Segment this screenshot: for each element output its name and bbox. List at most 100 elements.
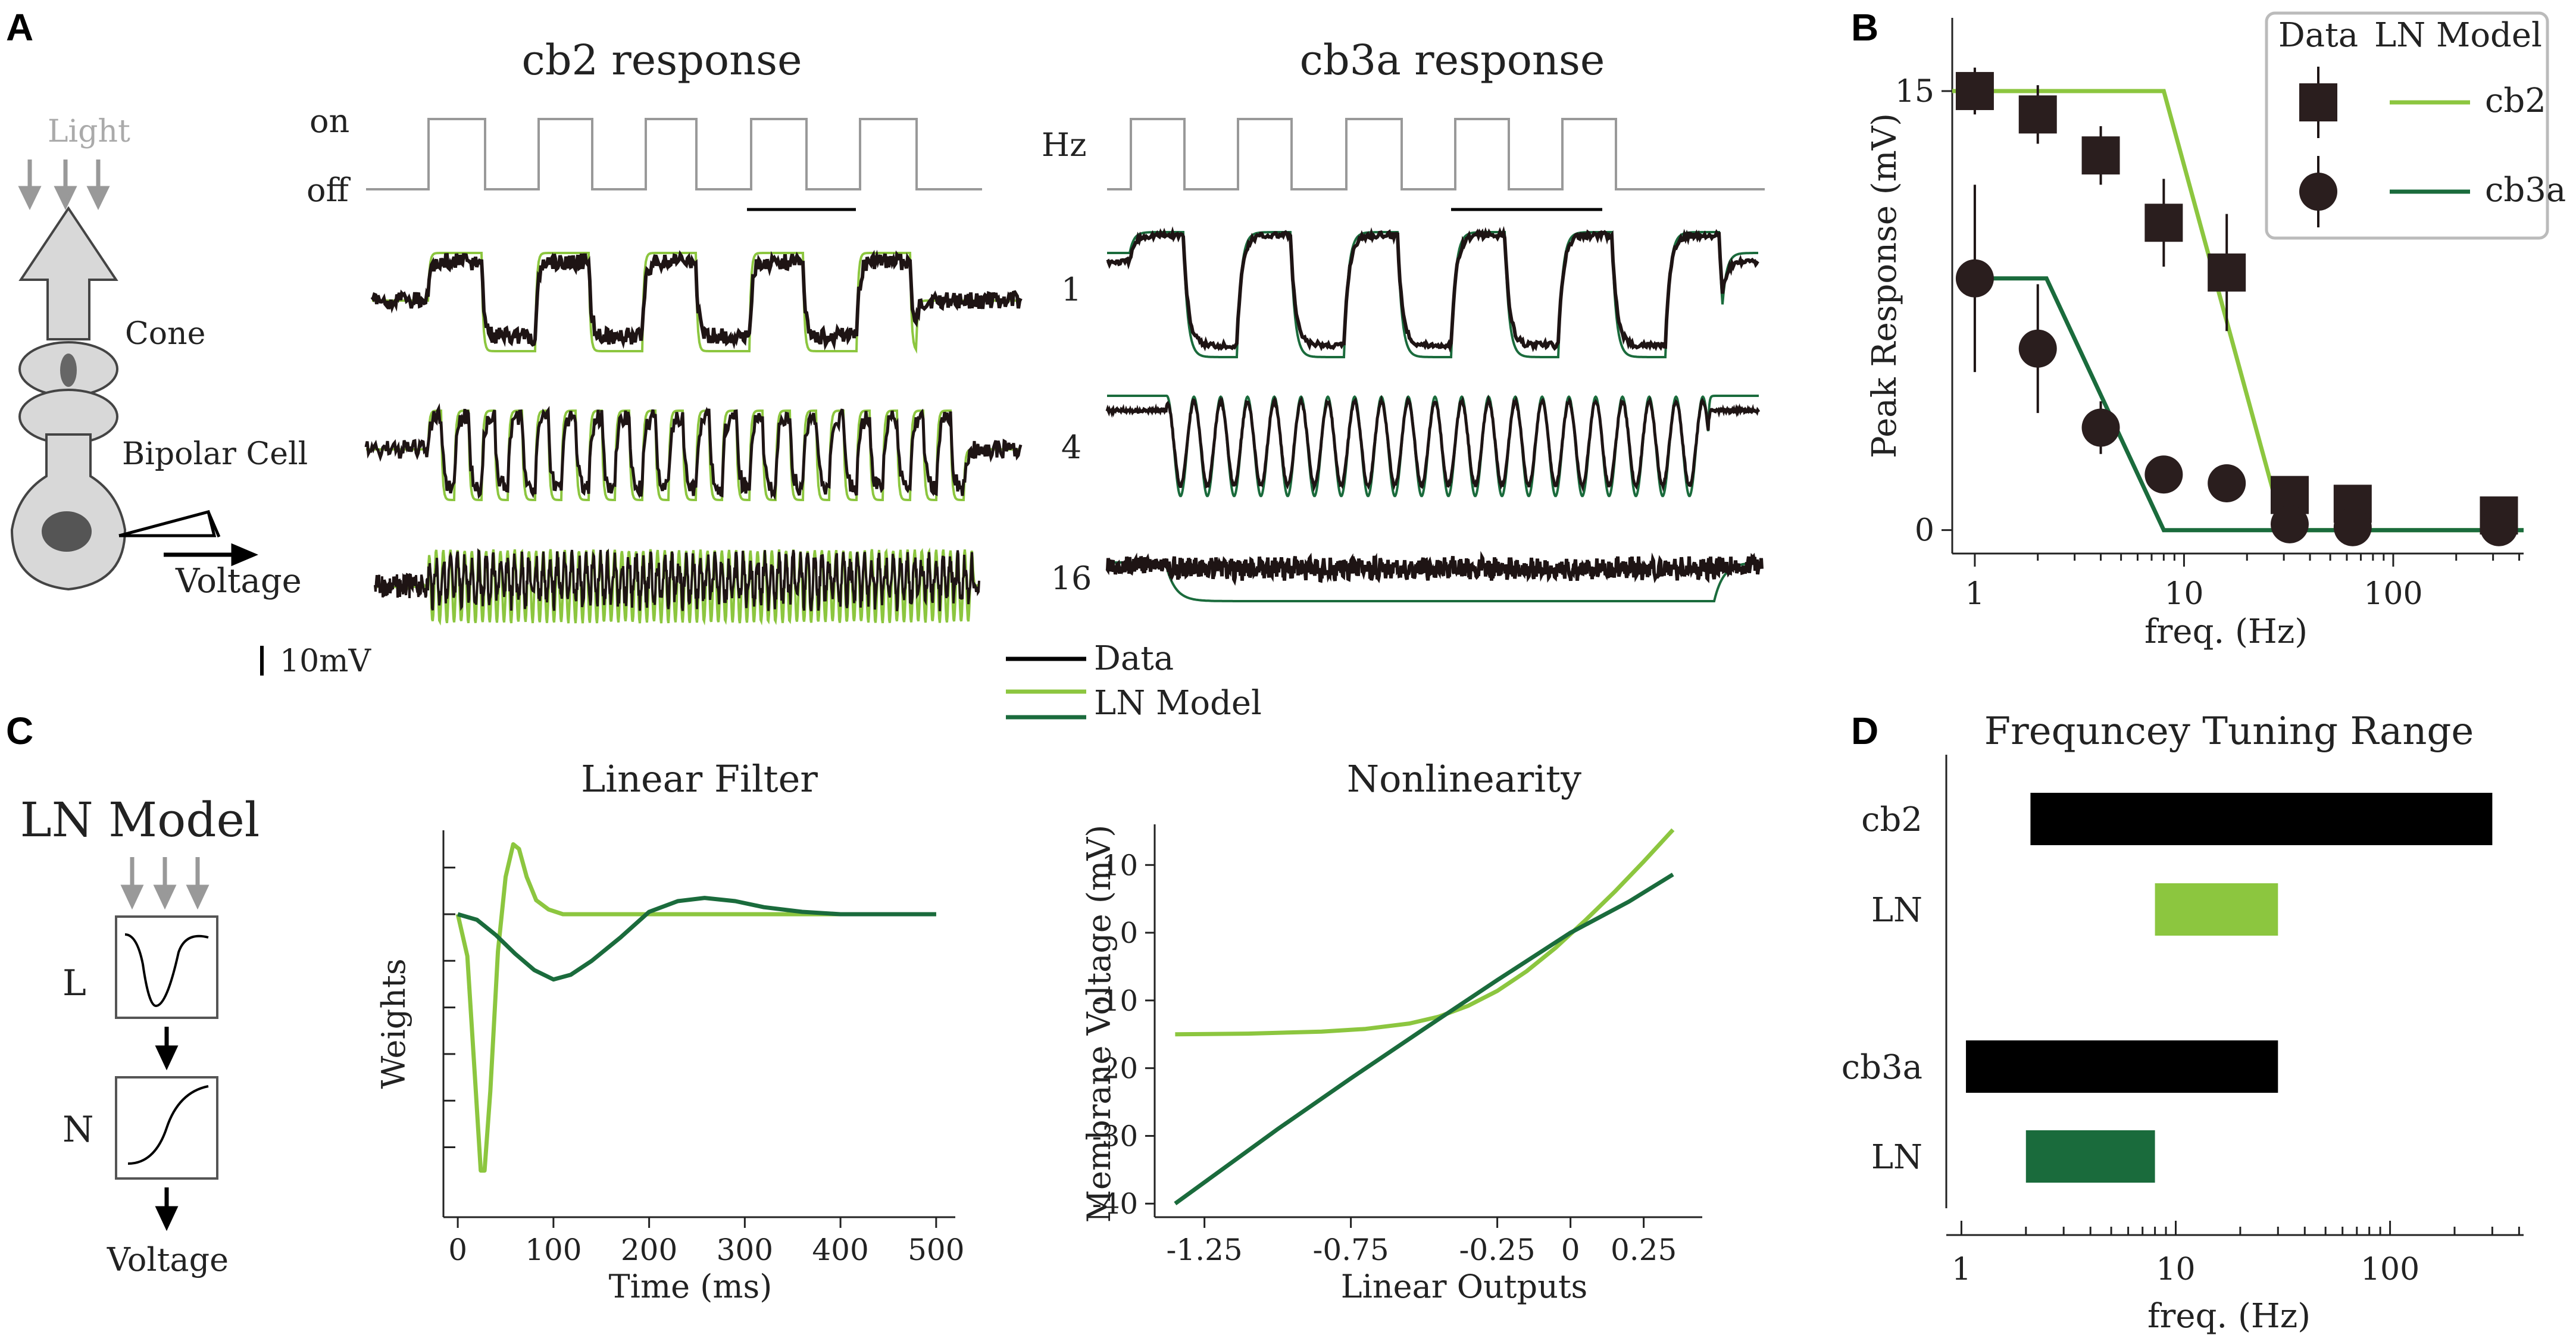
x-tick-label: 200: [621, 1233, 677, 1267]
legend-cb2-label: cb2: [2485, 82, 2546, 120]
cb3a-4hz-data-trace: [1105, 394, 1761, 493]
x-tick-label: 1: [1965, 576, 1984, 612]
panel-label-b: B: [1851, 6, 1878, 49]
cb3a-response-title: cb3a response: [1300, 36, 1605, 85]
cb3a-filter-line: [457, 896, 936, 982]
cb2-data-point: [2208, 253, 2246, 292]
y-axis-label: Membrane Voltage (mV): [1080, 825, 1118, 1223]
chart-title: Nonlinearity: [1347, 757, 1581, 801]
cb2-16hz-data-trace: [374, 548, 980, 612]
ln-down-arrow-2-icon: [155, 1187, 179, 1231]
row-label-4: 4: [1061, 429, 1081, 466]
legend-model-title: LN Model: [2374, 16, 2542, 55]
panel-a-schematic: Light Cone Bipolar Cell Voltage: [10, 114, 308, 601]
on-label: on: [310, 102, 349, 140]
y-axis-label: Peak Response (mV): [1865, 113, 1904, 458]
cb3a-16hz-data-trace: [1105, 551, 1764, 586]
x-tick-label: 300: [717, 1233, 773, 1267]
panel-b-legend: Data LN Model cb2 cb3a: [2265, 11, 2566, 240]
x-tick-label: 10: [2156, 1252, 2195, 1287]
legend-data-title: Data: [2278, 16, 2358, 55]
x-axis-label: freq. (Hz): [2147, 1297, 2311, 1336]
cb3a-data-point: [2081, 408, 2120, 447]
y-tick-label: -40: [1092, 1187, 1138, 1221]
voltage-arrow-icon: [164, 543, 258, 567]
panel-label-c: C: [6, 709, 33, 752]
cb3a-data-point: [2270, 505, 2309, 543]
l-label: L: [62, 962, 86, 1004]
legend-box: [2265, 11, 2549, 240]
legend-data-label: Data: [1094, 639, 1174, 678]
x-tick-label: 500: [908, 1233, 964, 1267]
bipolar-cell-label: Bipolar Cell: [122, 436, 308, 472]
x-tick-label: 100: [2364, 576, 2422, 612]
tuning-bar: [2030, 793, 2493, 845]
row-label-16: 16: [1051, 559, 1092, 597]
panel-label-d: D: [1851, 709, 1878, 752]
tuning-bar: [2025, 1130, 2155, 1183]
cone-nucleus-icon: [60, 354, 77, 387]
cb2-data-point: [1955, 71, 1994, 110]
x-axis-label: Linear Outputs: [1341, 1268, 1588, 1305]
legend-cb3a-marker: [2299, 173, 2337, 211]
cb2-1hz-data-trace: [370, 249, 1023, 351]
tuning-bar-label: LN: [1871, 891, 1922, 930]
hz-label: Hz: [1042, 126, 1087, 164]
x-tick-label: 0: [448, 1233, 467, 1267]
cb3a-16hz-model-trace: [1107, 561, 1762, 602]
tuning-bar-label: cb2: [1861, 801, 1922, 839]
x-tick-label: 100: [2361, 1252, 2419, 1287]
tuning-bar: [1966, 1040, 2278, 1093]
stimulus-trace-cb2: [366, 118, 982, 190]
cb3a-data-point: [2208, 464, 2246, 502]
cb3a-data-point: [1955, 259, 1994, 298]
x-tick-label: 100: [525, 1233, 582, 1267]
off-label: off: [307, 171, 351, 209]
cb3a-nonlinearity-line: [1174, 873, 1674, 1206]
scale-bar-label: 10mV: [280, 643, 371, 679]
stimulus-trace-cb3a: [1107, 118, 1765, 190]
legend-cb2-marker: [2299, 83, 2337, 121]
x-tick-label: -0.75: [1313, 1233, 1389, 1267]
cb2-4hz-data-trace: [364, 403, 1023, 501]
y-tick-label: 0: [1120, 917, 1138, 950]
cb2-filter-line: [455, 842, 936, 1173]
cone-label: Cone: [125, 316, 205, 352]
chart-title: Frequncey Tuning Range: [1984, 709, 2474, 754]
ln-voltage-label: Voltage: [107, 1241, 229, 1278]
nonlinearity-icon: [127, 1085, 209, 1165]
tuning-range-chart: Frequncey Tuning Range 1 10 100 freq. (Hz) cb…: [1842, 709, 2524, 1336]
panel-b-chart: 0 15 1 10 100 freq. (Hz) Peak Response (mV) Dat…: [1865, 11, 2566, 651]
cb2-nonlinearity-line: [1175, 828, 1675, 1037]
x-tick-label: 10: [2164, 576, 2203, 612]
y-tick-label: 10: [1102, 849, 1138, 882]
row-label-1: 1: [1061, 271, 1081, 308]
bipolar-nucleus-icon: [42, 511, 92, 552]
x-tick-label: 400: [812, 1233, 868, 1267]
ln-input-arrows-icon: [120, 857, 210, 910]
ln-down-arrow-1-icon: [155, 1027, 179, 1071]
tuning-bar: [2155, 883, 2278, 936]
cb2-data-point: [2144, 204, 2183, 242]
tuning-bar-label: LN: [1871, 1138, 1922, 1177]
cb3a-1hz-data-trace: [1106, 226, 1759, 353]
panel-a-traces: cb2 response cb3a response on off Hz 1 4…: [260, 36, 1765, 723]
linear-filter-chart: Linear Filter 0 100 200 300 400 500 Time (ms) We…: [375, 757, 965, 1305]
x-tick-label: -0.25: [1459, 1233, 1535, 1267]
panel-c-schematic: LN Model L N Voltage: [20, 792, 260, 1278]
cb3a-data-point: [2018, 329, 2057, 368]
cb2-response-title: cb2 response: [522, 36, 802, 85]
x-tick-label: 0: [1561, 1233, 1580, 1267]
legend-cb3a-label: cb3a: [2485, 171, 2566, 210]
electrode-icon: [118, 509, 221, 537]
light-arrows-icon: [18, 160, 110, 211]
linear-filter-icon: [124, 933, 209, 1008]
y-tick-label: 0: [1915, 513, 1934, 549]
linear-filter-box: [115, 915, 218, 1019]
y-tick-label: 15: [1895, 74, 1934, 110]
panel-label-a: A: [6, 6, 33, 49]
ln-model-title: LN Model: [20, 792, 260, 848]
cb2-data-point: [2081, 136, 2120, 175]
y-tick-label: -30: [1092, 1120, 1138, 1153]
